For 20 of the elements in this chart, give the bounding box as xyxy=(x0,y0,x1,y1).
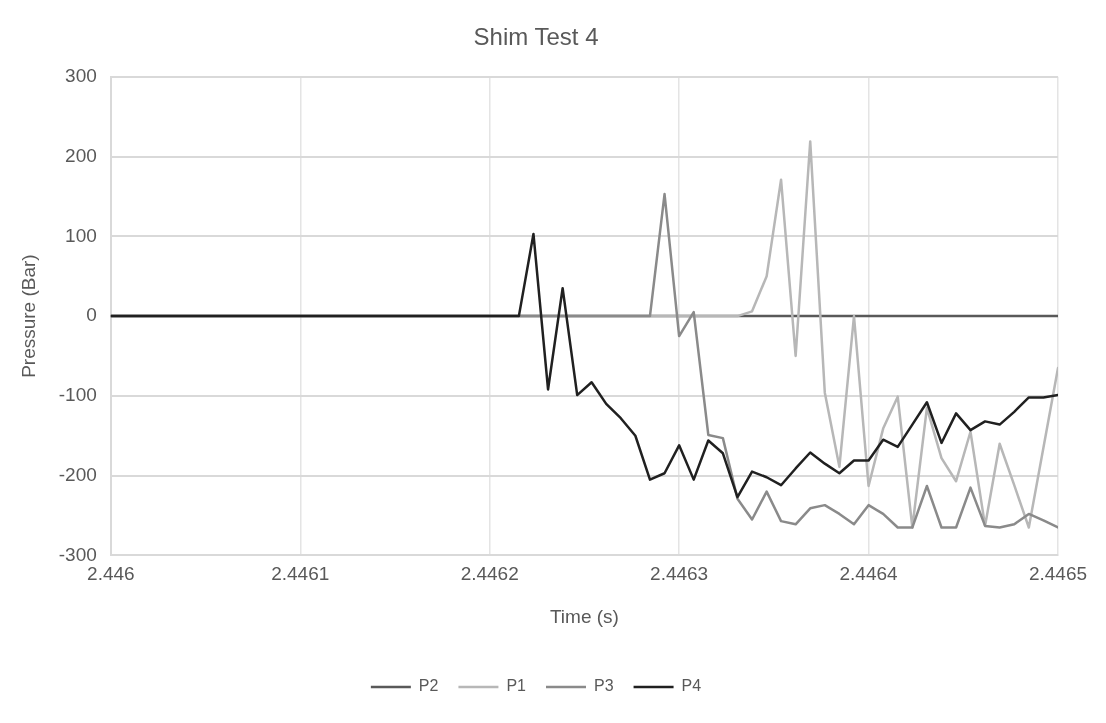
y-tick-label: -100 xyxy=(58,384,97,406)
x-tick-label: 2.4462 xyxy=(460,563,519,585)
legend-label: P3 xyxy=(594,677,614,695)
y-tick-label: -300 xyxy=(58,543,97,565)
y-tick-label: -200 xyxy=(58,463,97,485)
y-axis-title: Pressure (Bar) xyxy=(17,254,39,378)
y-tick-label: 100 xyxy=(65,224,97,246)
x-tick-label: 2.446 xyxy=(87,563,135,585)
legend-label: P1 xyxy=(506,677,527,695)
legend-label: P2 xyxy=(418,677,439,695)
y-tick-label: 0 xyxy=(86,304,97,326)
x-axis-title: Time (s) xyxy=(549,605,619,627)
x-tick-label: 2.4461 xyxy=(271,563,330,585)
x-tick-label: 2.4465 xyxy=(1028,563,1088,585)
y-tick-label: 200 xyxy=(65,144,97,166)
x-tick-label: 2.4464 xyxy=(839,563,899,585)
legend-label: P4 xyxy=(681,677,702,695)
y-tick-label: 300 xyxy=(65,65,97,87)
x-tick-label: 2.4463 xyxy=(650,563,709,585)
chart-title: Shim Test 4 xyxy=(473,23,599,51)
